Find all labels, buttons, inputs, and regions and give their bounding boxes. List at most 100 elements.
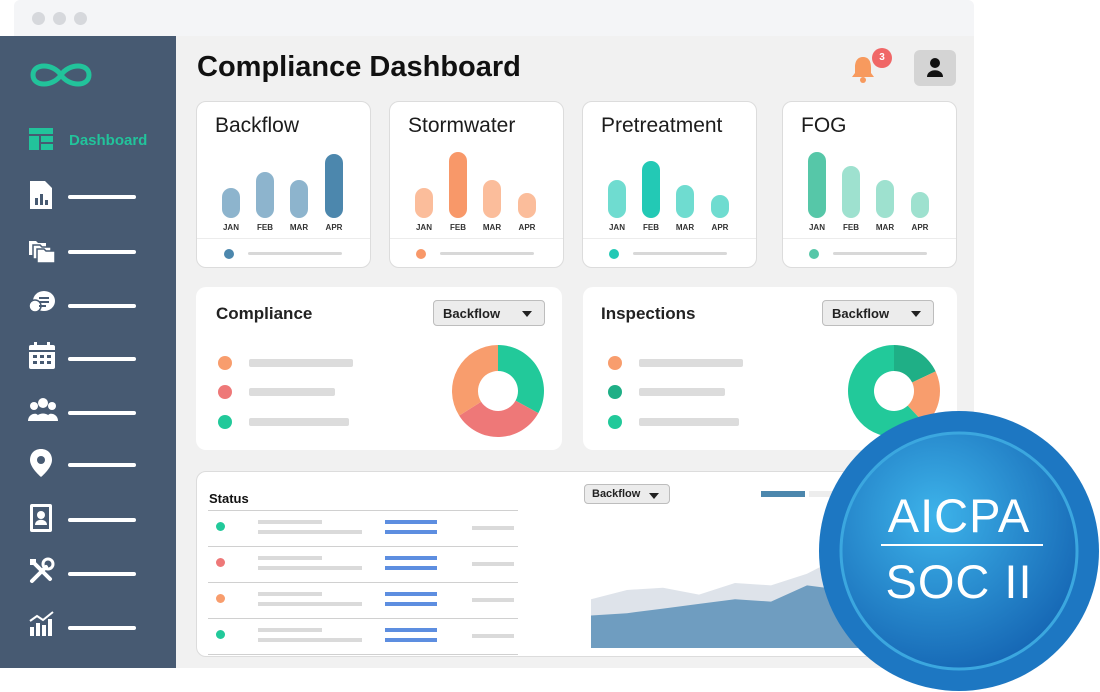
folders-icon	[28, 235, 56, 265]
card-fog[interactable]: FOG JAN FEB MAR APR	[782, 101, 957, 268]
sidebar: Dashboard	[0, 36, 176, 668]
analytics-icon	[28, 611, 56, 641]
sidebar-item-locations[interactable]	[28, 448, 168, 482]
bar-jan	[808, 152, 826, 218]
sidebar-item-placeholder	[68, 411, 136, 415]
bar-apr	[518, 193, 536, 218]
card-divider	[197, 238, 370, 239]
bell-icon[interactable]	[848, 54, 878, 84]
card-divider	[390, 238, 563, 239]
infinity-logo-icon[interactable]	[26, 58, 96, 96]
user-icon	[927, 58, 943, 77]
table-row[interactable]	[208, 618, 518, 654]
row-placeholder	[258, 602, 362, 606]
fog-bar-chart: JAN FEB MAR APR	[808, 152, 929, 232]
card-divider	[783, 238, 956, 239]
sidebar-item-placeholder	[68, 463, 136, 467]
window-dot-close[interactable]	[32, 12, 45, 25]
row-link-placeholder	[385, 556, 437, 560]
tick-label-feb: FEB	[643, 223, 659, 232]
bar-jan	[415, 188, 433, 218]
inspections-filter-select[interactable]: Backflow	[822, 300, 934, 326]
card-legend-dot	[609, 249, 619, 259]
aicpa-soc2-seal: AICPA SOC II	[818, 411, 1100, 692]
sidebar-item-users[interactable]	[28, 396, 168, 430]
user-profile-button[interactable]	[914, 50, 956, 86]
table-bottom-border	[208, 654, 518, 655]
pretreatment-bar-chart: JAN FEB MAR APR	[608, 161, 729, 232]
sidebar-item-tools[interactable]	[28, 557, 168, 591]
row-link-placeholder	[385, 520, 437, 524]
sidebar-item-files[interactable]	[28, 235, 168, 269]
row-placeholder	[472, 526, 514, 530]
table-row[interactable]	[208, 546, 518, 582]
table-row[interactable]	[208, 582, 518, 618]
panel-title: Inspections	[601, 304, 696, 323]
status-dot	[216, 594, 225, 603]
row-link-placeholder	[385, 566, 437, 570]
backflow-bar-chart: JAN FEB MAR APR	[222, 154, 343, 232]
bar-apr	[911, 192, 929, 218]
card-legend-dot	[224, 249, 234, 259]
bar-mar	[290, 180, 308, 218]
calendar-icon	[28, 342, 56, 372]
compliance-filter-select[interactable]: Backflow	[433, 300, 545, 326]
sidebar-item-placeholder	[68, 357, 136, 361]
sidebar-item-dashboard[interactable]: Dashboard	[28, 126, 168, 160]
row-placeholder	[258, 530, 362, 534]
bar-jan	[608, 180, 626, 218]
card-legend-dot	[416, 249, 426, 259]
area-legend-swatch	[809, 491, 839, 497]
status-filter-select[interactable]: Backflow	[584, 484, 670, 504]
card-backflow[interactable]: Backflow JAN FEB MAR APR	[196, 101, 371, 268]
sidebar-item-label: Dashboard	[69, 132, 148, 149]
legend-dot	[608, 356, 622, 370]
panel-title: Compliance	[216, 304, 313, 323]
window-dot-maximize[interactable]	[74, 12, 87, 25]
donut-slice-1	[894, 345, 936, 383]
tick-label-feb: FEB	[257, 223, 273, 232]
window-dot-minimize[interactable]	[53, 12, 66, 25]
row-placeholder	[258, 628, 322, 632]
tick-label-mar: MAR	[483, 223, 501, 232]
report-icon	[28, 180, 56, 210]
tick-label-apr: APR	[519, 223, 536, 232]
stormwater-bar-chart: JAN FEB MAR APR	[415, 152, 536, 232]
sidebar-item-contacts[interactable]	[28, 503, 168, 537]
status-dot	[216, 522, 225, 531]
row-link-placeholder	[385, 592, 437, 596]
sidebar-item-placeholder	[68, 626, 136, 630]
caret-down-icon	[649, 493, 659, 499]
tick-label-mar: MAR	[876, 223, 894, 232]
donut-slice-2	[459, 400, 539, 437]
tick-label-jan: JAN	[416, 223, 432, 232]
row-placeholder	[258, 592, 322, 596]
card-stormwater[interactable]: Stormwater JAN FEB MAR APR	[389, 101, 564, 268]
compliance-panel: Compliance Backflow	[196, 287, 562, 450]
status-dot	[216, 558, 225, 567]
card-legend-dot	[809, 249, 819, 259]
sidebar-item-calendar[interactable]	[28, 342, 168, 376]
card-legend-line	[833, 252, 927, 255]
card-legend-line	[633, 252, 727, 255]
seal-text-aicpa: AICPA	[887, 489, 1031, 542]
tools-icon	[28, 557, 56, 587]
legend-dot	[608, 385, 622, 399]
row-placeholder	[472, 634, 514, 638]
card-divider	[583, 238, 756, 239]
legend-line	[249, 359, 353, 367]
tick-label-mar: MAR	[676, 223, 694, 232]
panel-title: Status	[209, 491, 249, 506]
card-pretreatment[interactable]: Pretreatment JAN FEB MAR APR	[582, 101, 757, 268]
sidebar-item-analytics[interactable]	[28, 611, 168, 645]
donut-slice-3	[452, 345, 498, 416]
notification-badge: 3	[872, 48, 892, 68]
tick-label-apr: APR	[326, 223, 343, 232]
sidebar-item-messages[interactable]	[28, 289, 168, 323]
area-legend-swatch	[761, 491, 805, 497]
bar-jan	[222, 188, 240, 218]
tick-label-jan: JAN	[609, 223, 625, 232]
sidebar-item-reports[interactable]	[28, 180, 168, 214]
table-row[interactable]	[208, 510, 518, 546]
legend-line	[639, 388, 725, 396]
